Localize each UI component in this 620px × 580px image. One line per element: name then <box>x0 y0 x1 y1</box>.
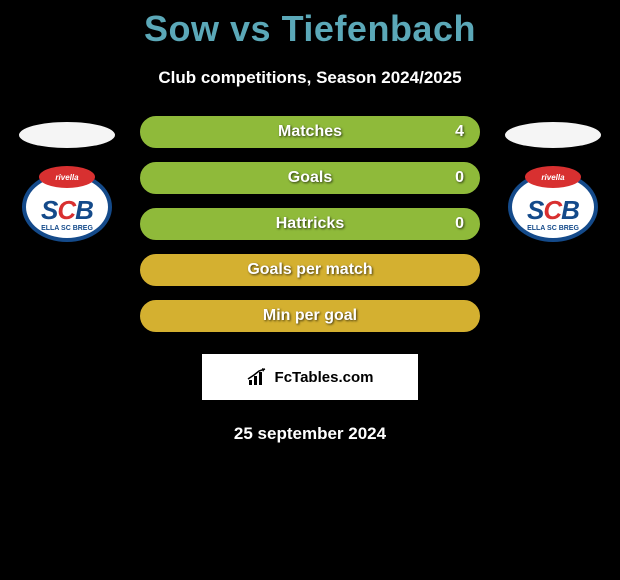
stat-label: Min per goal <box>263 307 357 325</box>
stat-label: Matches <box>278 123 342 141</box>
stat-pill: Goals 0 <box>140 162 480 194</box>
attribution-text: FcTables.com <box>275 369 374 386</box>
stat-pill: Min per goal <box>140 300 480 332</box>
date-text: 25 september 2024 <box>0 424 620 444</box>
club-badge-text: SCB <box>527 197 579 223</box>
player-left-club-logo: SCB ELLA SC BREG rivella <box>17 168 117 246</box>
stat-value-right: 0 <box>455 215 464 233</box>
stat-pill: Hattricks 0 <box>140 208 480 240</box>
player-right-avatar <box>505 122 601 148</box>
page-subtitle: Club competitions, Season 2024/2025 <box>0 68 620 88</box>
stat-pill: Goals per match <box>140 254 480 286</box>
club-badge-subtext: ELLA SC BREG <box>512 225 594 232</box>
player-left-avatar <box>19 122 115 148</box>
player-left-col: SCB ELLA SC BREG rivella <box>12 116 122 332</box>
club-badge-sponsor: rivella <box>39 166 95 188</box>
player-right-col: SCB ELLA SC BREG rivella <box>498 116 608 332</box>
stat-label: Goals <box>288 169 332 187</box>
comparison-area: SCB ELLA SC BREG rivella Matches4Goals0H… <box>0 116 620 332</box>
stat-label: Hattricks <box>276 215 344 233</box>
player-right-club-logo: SCB ELLA SC BREG rivella <box>503 168 603 246</box>
attribution-box: FcTables.com <box>202 354 418 400</box>
stat-pill: Matches 4 <box>140 116 480 148</box>
club-badge-text: SCB <box>41 197 93 223</box>
stat-value-right: 0 <box>455 169 464 187</box>
stat-label: Goals per match <box>247 261 372 279</box>
club-badge-sponsor: rivella <box>525 166 581 188</box>
club-badge-subtext: ELLA SC BREG <box>26 225 108 232</box>
stat-value-right: 4 <box>455 123 464 141</box>
page-title: Sow vs Tiefenbach <box>0 0 620 50</box>
chart-icon <box>247 368 269 386</box>
stats-column: Matches 4 Goals 0 Hattricks 0 Goals per match M… <box>122 116 498 332</box>
